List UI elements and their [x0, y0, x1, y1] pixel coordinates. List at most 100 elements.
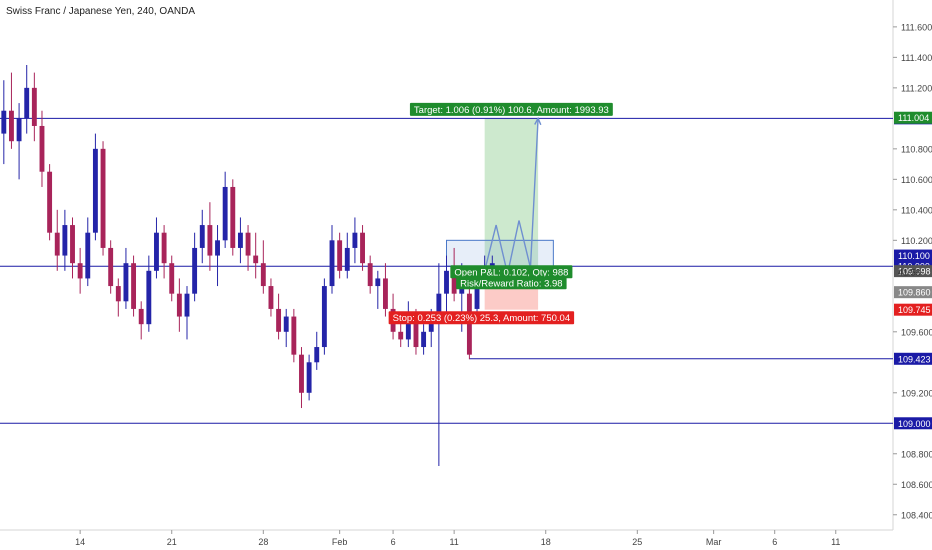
candle-body — [70, 225, 75, 264]
projection-path — [483, 118, 539, 275]
candle-body — [161, 232, 167, 264]
candle-body — [253, 255, 259, 264]
x-tick-label: Feb — [332, 537, 348, 547]
candle-body — [16, 118, 22, 142]
x-tick-label: 28 — [258, 537, 268, 547]
candle-body — [375, 278, 381, 287]
countdown-label: 41:58 — [898, 268, 921, 278]
candle-body — [291, 316, 297, 355]
candle-body — [344, 247, 350, 271]
candle-body — [31, 87, 37, 126]
chart-title: Swiss Franc / Japanese Yen, 240, OANDA — [6, 6, 195, 17]
candle-body — [474, 278, 480, 309]
candle-body — [436, 293, 442, 317]
candle-body — [405, 316, 411, 340]
candle-body — [260, 263, 266, 287]
price-tag-bg — [894, 249, 932, 262]
candle-body — [245, 232, 251, 256]
candle-body — [222, 186, 228, 241]
candle-body — [367, 263, 373, 287]
candle-body — [62, 225, 68, 256]
candle-body — [207, 225, 213, 256]
y-tick-label: 108.600 — [901, 480, 932, 490]
stop-label-bg — [388, 311, 575, 325]
candle-body — [382, 278, 388, 309]
candle-body — [444, 270, 449, 294]
projection-arrowhead — [534, 116, 542, 126]
x-tick-label: 25 — [632, 537, 642, 547]
candle-body — [451, 270, 457, 294]
x-tick-label: 14 — [75, 537, 85, 547]
x-tick-label: 6 — [772, 537, 777, 547]
candle-body — [115, 286, 121, 302]
candle-body — [77, 263, 83, 279]
candle-body — [131, 263, 137, 309]
y-tick-label: 109.200 — [901, 388, 932, 398]
x-tick-label: 11 — [831, 537, 840, 547]
price-tag: 109.998 — [898, 267, 931, 277]
x-tick-label: 11 — [449, 537, 458, 547]
price-tag-bg — [894, 286, 932, 299]
price-tag-bg — [894, 111, 932, 124]
candle-body — [184, 293, 190, 317]
y-tick-label: 108.400 — [901, 510, 932, 520]
ratio-label: Risk/Reward Ratio: 3.98 — [460, 278, 562, 289]
line-price-tag: 109.000 — [898, 419, 931, 429]
candle-body — [47, 171, 53, 233]
position-label: Open P&L: 0.102, Qty: 988 — [454, 267, 568, 278]
price-tag-bg — [894, 303, 932, 316]
candle-body — [39, 125, 45, 172]
y-tick-label: 111.600 — [901, 22, 932, 32]
price-tag: 109.860 — [898, 288, 931, 298]
y-tick-label: 110.800 — [901, 144, 932, 154]
candle-body — [192, 247, 198, 294]
candle-body — [321, 286, 327, 348]
price-tag-bg — [894, 265, 932, 278]
candle-body — [24, 87, 30, 119]
line-price-tag-bg — [894, 417, 932, 430]
consolidation-box — [446, 239, 554, 267]
y-tick-label: 111.200 — [901, 83, 932, 93]
y-tick-label: 110.200 — [901, 236, 932, 246]
candle-body — [276, 308, 282, 332]
candle-body — [169, 263, 175, 294]
candle-body — [237, 232, 243, 248]
target-label-bg — [409, 102, 613, 116]
price-tag: 109.745 — [898, 305, 931, 315]
target-zone — [484, 118, 539, 271]
candle-body — [1, 110, 7, 134]
candle-body — [85, 232, 91, 279]
candle-body — [268, 286, 274, 309]
candle-body — [9, 110, 14, 142]
candle-body — [360, 232, 365, 264]
candle-body — [413, 316, 419, 348]
candle-body — [459, 286, 465, 294]
candle-body — [398, 331, 404, 340]
y-tick-label: 108.800 — [901, 449, 932, 459]
x-tick-label: Mar — [706, 537, 722, 547]
x-tick-label: 6 — [391, 537, 396, 547]
candle-body — [92, 148, 98, 233]
candle-body — [199, 225, 205, 248]
stop-label: Stop: 0.253 (0.23%) 25.3, Amount: 750.04 — [393, 313, 570, 324]
candle-body — [100, 148, 106, 248]
candle-body — [352, 232, 358, 248]
candle-body — [306, 362, 312, 393]
x-tick-label: 18 — [541, 537, 551, 547]
candle-body — [283, 316, 289, 332]
candle-body — [329, 240, 335, 287]
candle-body — [154, 232, 159, 271]
ratio-label-bg — [456, 276, 567, 290]
price-tag: 110.100 — [898, 251, 930, 261]
candle-body — [314, 347, 320, 363]
candle-body — [123, 263, 129, 302]
candle-body — [108, 247, 114, 287]
position-label-bg — [450, 265, 573, 279]
candle-body — [230, 186, 236, 248]
y-tick-label: 110.400 — [901, 205, 932, 215]
line-price-tag: 109.423 — [898, 354, 931, 364]
x-tick-label: 21 — [167, 537, 177, 547]
target-label: Target: 1.006 (0.91%) 100.6, Amount: 199… — [414, 105, 609, 116]
